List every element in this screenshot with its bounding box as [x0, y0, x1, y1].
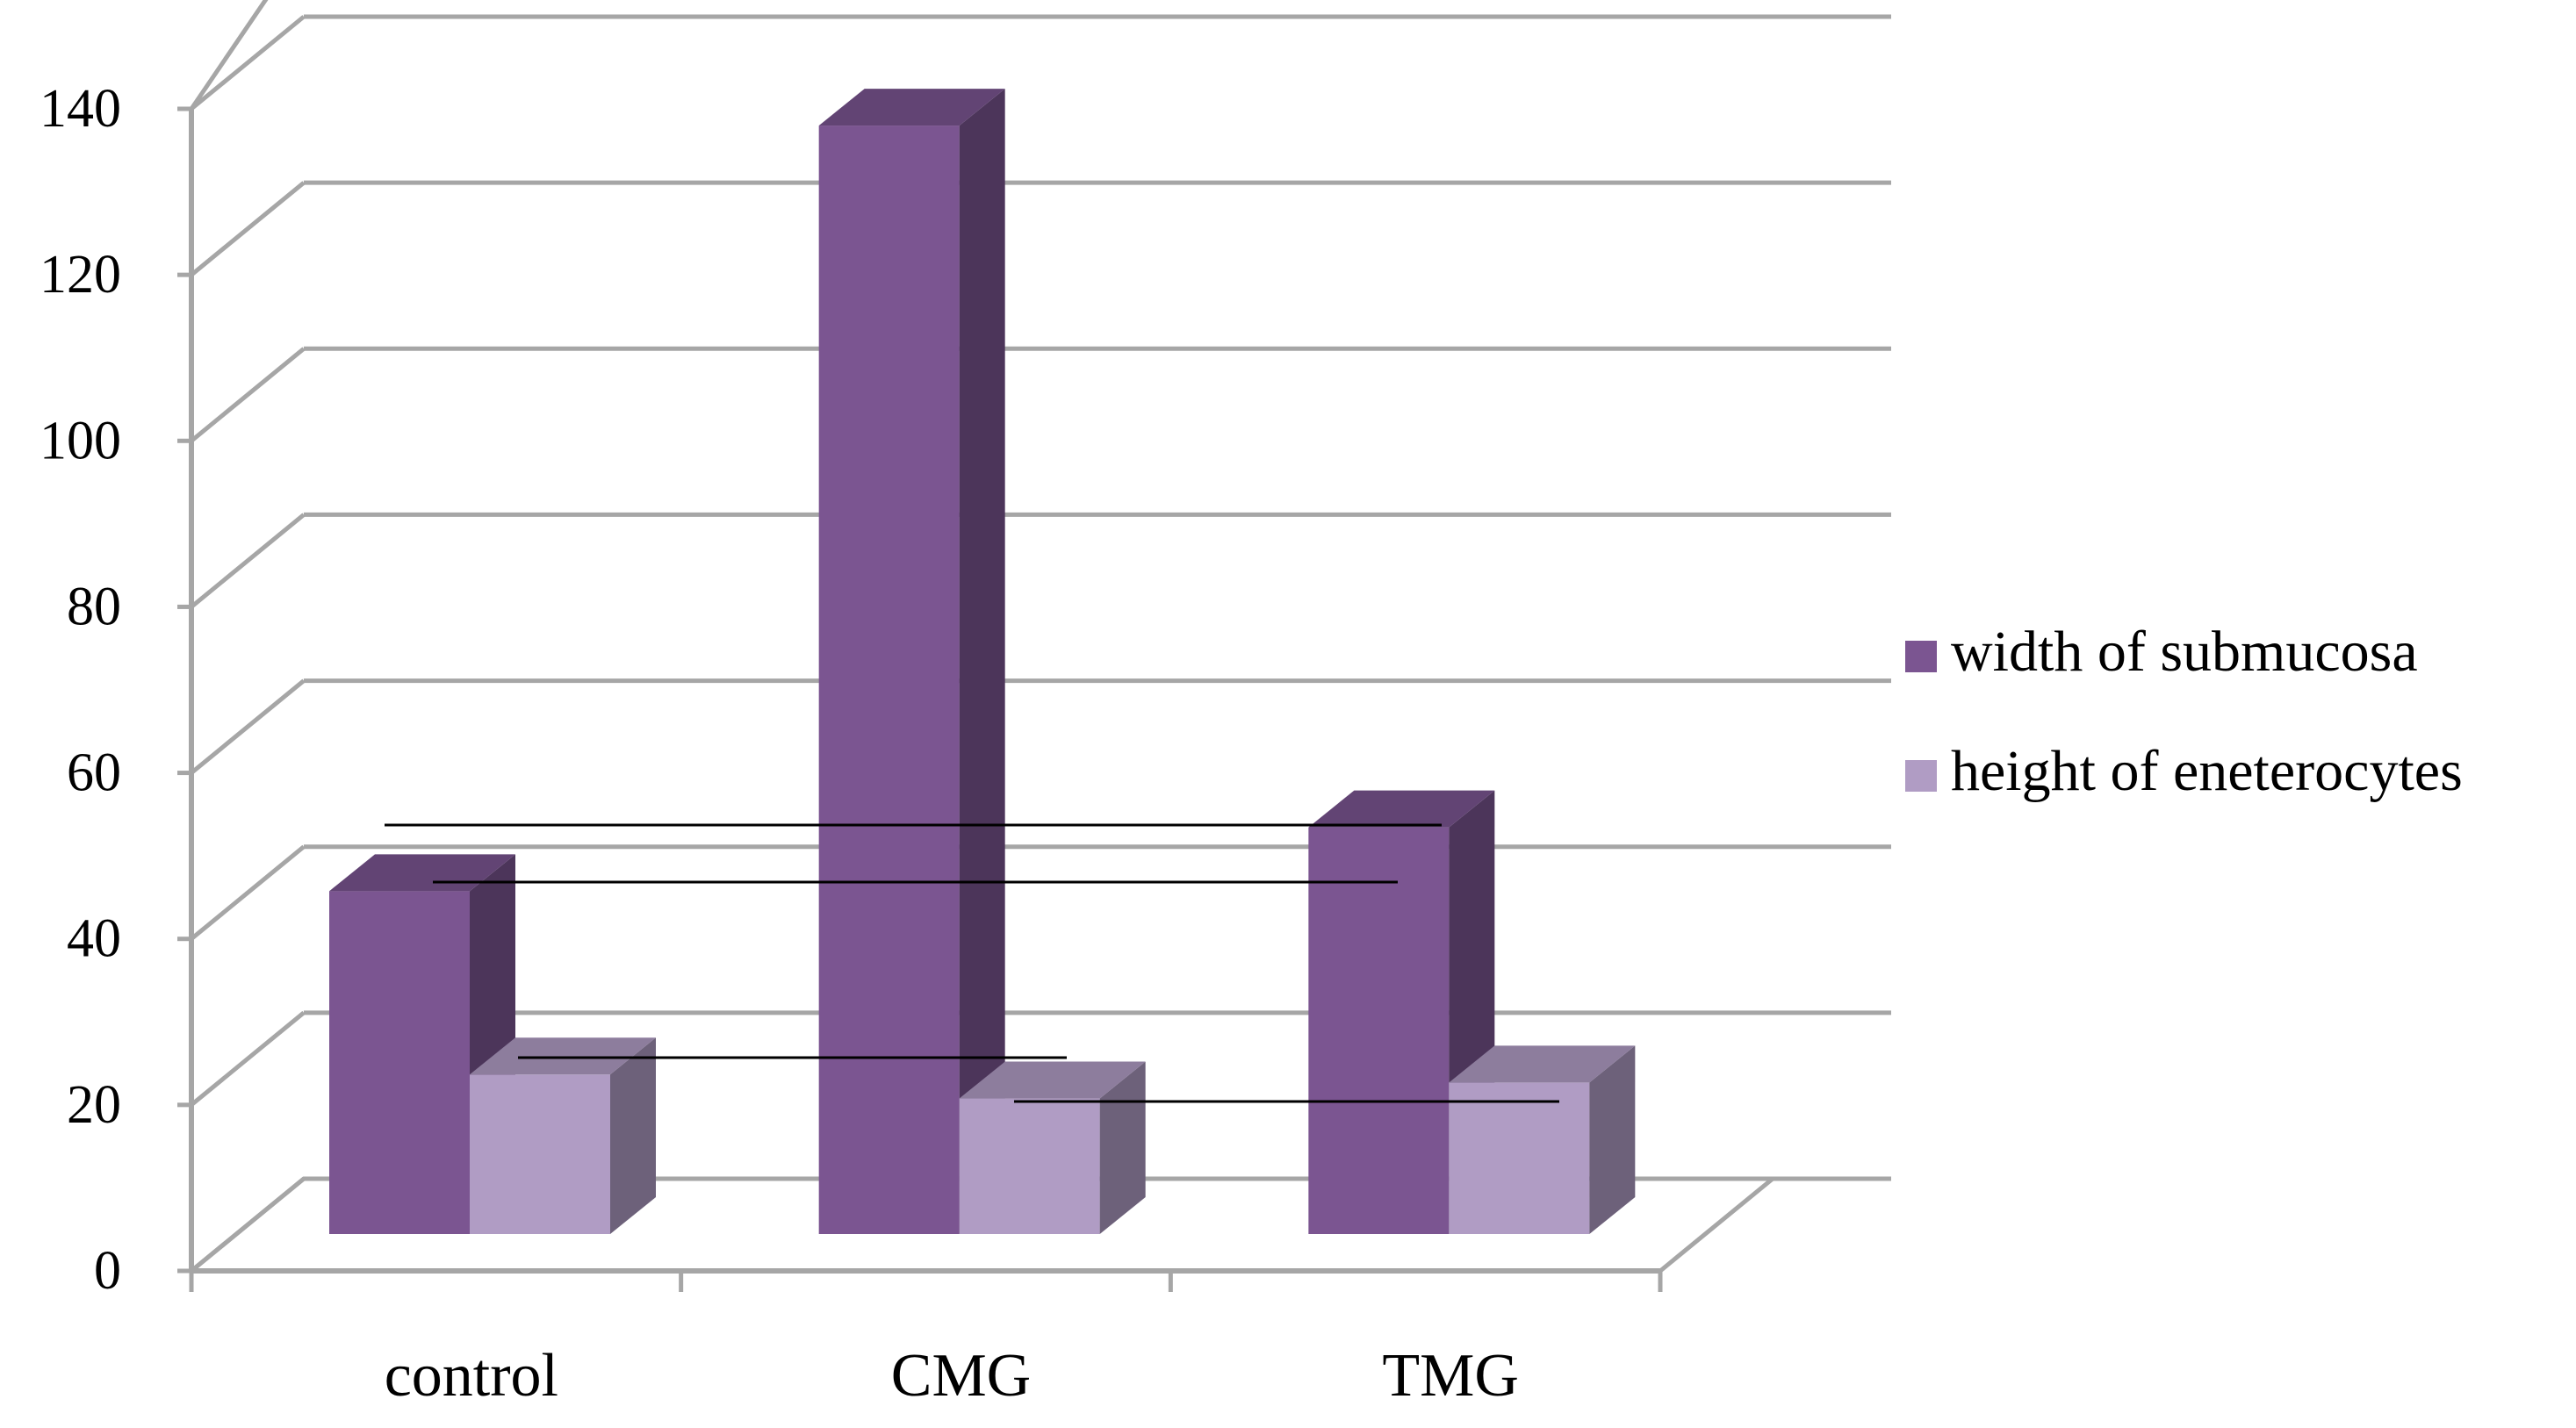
y-tick-label: 120: [40, 245, 121, 305]
legend: width of submucosa height of eneterocytes: [1905, 620, 2463, 803]
bar-top: [1308, 790, 1495, 828]
y-tick-labels: 0 20 40 60 80 100 120 140: [40, 79, 121, 1301]
bar: [470, 1037, 656, 1234]
gridline-side: [189, 0, 269, 111]
x-category-label: TMG: [1382, 1342, 1519, 1410]
gridline-side: [190, 844, 306, 941]
x-category-labels: control CMG TMG: [385, 1342, 1519, 1410]
bar: [818, 89, 1005, 1235]
gridline-side: [190, 513, 306, 609]
bar-side: [610, 1037, 656, 1234]
gridline-side: [190, 1010, 306, 1107]
bar-front: [1308, 827, 1450, 1234]
gridline-side: [190, 15, 306, 111]
x-category-label: CMG: [891, 1342, 1031, 1410]
bar-front: [470, 1074, 610, 1234]
bar-front: [818, 126, 960, 1235]
y-tick-label: 100: [40, 411, 121, 470]
y-tick-label: 0: [94, 1241, 121, 1301]
bar-top: [1449, 1045, 1636, 1083]
legend-label: width of submucosa: [1951, 620, 2418, 684]
bar: [1449, 1045, 1636, 1234]
gridline-side: [190, 181, 306, 277]
legend-swatch: [1905, 641, 1937, 672]
y-tick-label: 80: [67, 577, 121, 636]
x-category-label: control: [385, 1342, 558, 1410]
bar-front: [959, 1098, 1100, 1234]
gridline-side: [190, 1177, 306, 1273]
gridline-side: [190, 678, 306, 775]
legend-swatch: [1905, 760, 1937, 792]
bar-front: [329, 891, 470, 1234]
significance-brackets: [385, 823, 1559, 1103]
y-tick-label: 140: [40, 79, 121, 139]
gridline-side: [190, 347, 306, 443]
bar-side: [1099, 1061, 1146, 1234]
bar-top: [959, 1061, 1146, 1099]
y-tick-label: 20: [67, 1075, 121, 1135]
bar-front: [1449, 1082, 1590, 1234]
bar-top: [818, 89, 1005, 126]
bar: [959, 1061, 1146, 1234]
bar-side: [959, 89, 1005, 1235]
axes: [177, 106, 1663, 1292]
y-tick-label: 60: [67, 743, 121, 803]
bar-top: [470, 1037, 656, 1075]
bar-side: [1589, 1045, 1636, 1234]
bars: [329, 89, 1636, 1235]
y-tick-label: 40: [67, 909, 121, 969]
legend-label: height of eneterocytes: [1951, 739, 2463, 803]
